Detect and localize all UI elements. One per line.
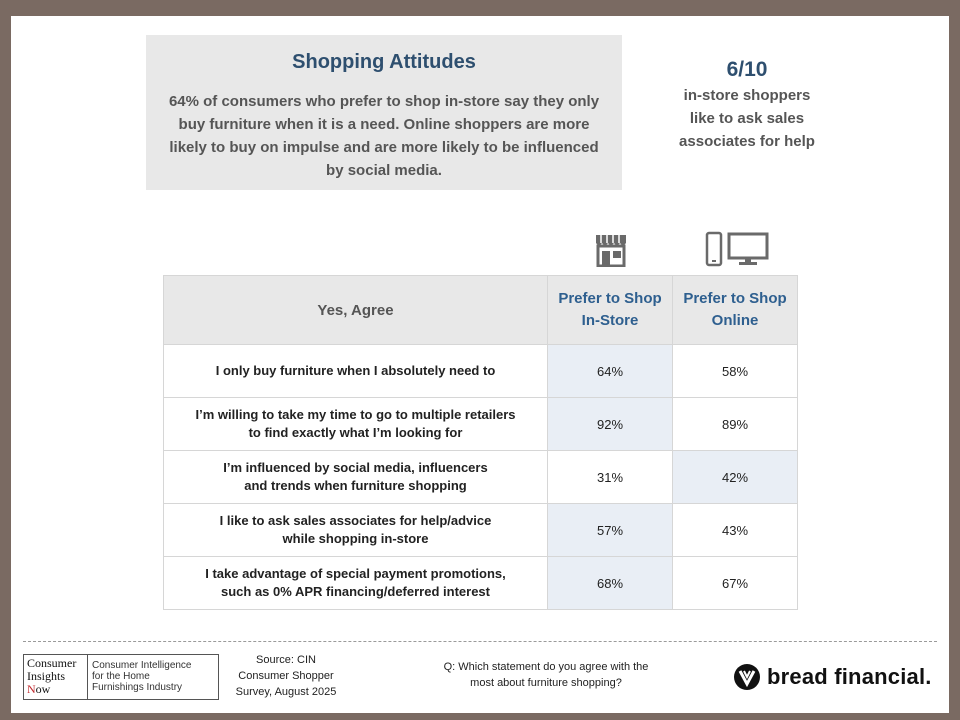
statement-line: I like to ask sales associates for help/… [219,513,492,528]
cin-logo: Consumer Insights Now Consumer Intellige… [23,654,219,700]
table-row: I only buy furniture when I absolutely n… [163,344,798,398]
statement-line: I only buy furniture when I absolutely n… [215,363,496,378]
statement-line: and trends when furniture shopping [244,478,467,493]
table-row: I’m influenced by social media, influenc… [163,450,798,504]
cin-tagline-line: Consumer Intelligence [92,660,192,671]
stat-text-line: associates for help [679,133,815,150]
source-line: Survey, August 2025 [235,686,337,698]
cin-tagline-line: Furnishings Industry [92,682,183,693]
brand-dot: . [925,664,932,689]
statement-cell: I take advantage of special payment prom… [163,556,548,610]
instore-value: 68% [547,556,673,610]
cin-logo-ow: ow [35,682,51,696]
survey-table: Yes, Agree Prefer to Shop In-Store Prefe… [163,275,798,610]
col-header-line: Prefer to Shop [683,290,787,307]
instore-value: 64% [547,344,673,398]
stat-text-line: in-store shoppers [683,87,811,104]
table-header-row: Yes, Agree Prefer to Shop In-Store Prefe… [163,275,798,345]
online-value: 67% [672,556,798,610]
online-value: 43% [672,503,798,557]
stat-text: in-store shoppers like to ask sales asso… [657,84,837,153]
table-row: I like to ask sales associates for help/… [163,503,798,557]
footer-divider [23,641,937,642]
bread-financial-logo: bread financial. [733,661,931,693]
source-line: Source: CIN [256,654,316,666]
instore-value: 57% [547,503,673,557]
col-header-online: Prefer to Shop Online [672,275,798,345]
brand-name: bread financial [767,664,926,689]
statement-cell: I’m influenced by social media, influenc… [163,450,548,504]
question-line: Q: Which statement do you agree with the [443,661,649,673]
stat-callout: 6/10 in-store shoppers like to ask sales… [657,58,837,153]
storefront-icon [596,235,626,267]
online-value: 42% [672,450,798,504]
summary-box: Shopping Attitudes 64% of consumers who … [146,35,622,190]
table-row: I’m willing to take my time to go to mul… [163,397,798,451]
statement-line: such as 0% APR financing/deferred intere… [221,584,490,599]
summary-text: 64% of consumers who prefer to shop in-s… [168,93,600,179]
statement-cell: I only buy furniture when I absolutely n… [163,344,548,398]
statement-line: I’m willing to take my time to go to mul… [195,407,516,422]
online-value: 89% [672,397,798,451]
col-header-agree: Yes, Agree [163,275,548,345]
stat-text-line: like to ask sales [689,110,805,127]
table-row: I take advantage of special payment prom… [163,556,798,610]
statement-line: I’m influenced by social media, influenc… [223,460,488,475]
slide: Shopping Attitudes 64% of consumers who … [11,16,949,713]
statement-line: to find exactly what I’m looking for [248,425,463,440]
question-line: most about furniture shopping? [470,677,622,689]
statement-cell: I’m willing to take my time to go to mul… [163,397,548,451]
col-header-line: Online [711,312,759,329]
statement-line: I take advantage of special payment prom… [205,566,506,581]
instore-value: 92% [547,397,673,451]
cin-logo-line: Insights [27,669,66,683]
source-note: Source: CIN Consumer Shopper Survey, Aug… [211,652,361,700]
source-line: Consumer Shopper [238,670,334,682]
cin-tagline-line: for the Home [92,671,150,682]
statement-cell: I like to ask sales associates for help/… [163,503,548,557]
summary-title: Shopping Attitudes [292,51,476,73]
stat-value: 6/10 [726,58,768,81]
devices-icon [705,231,769,267]
col-header-line: In-Store [581,312,639,329]
survey-question: Q: Which statement do you agree with the… [401,659,691,691]
col-header-line: Prefer to Shop [558,290,662,307]
col-header-instore: Prefer to Shop In-Store [547,275,673,345]
cin-logo-tagline: Consumer Intelligence for the Home Furni… [88,655,218,699]
cin-logo-line: Now [27,683,84,696]
cin-logo-n: N [27,682,36,696]
instore-value: 31% [547,450,673,504]
cin-logo-line: Consumer [27,656,77,670]
statement-line: while shopping in-store [282,531,429,546]
online-value: 58% [672,344,798,398]
cin-logo-wordmark: Consumer Insights Now [24,655,88,699]
bread-mark-icon [734,664,760,690]
